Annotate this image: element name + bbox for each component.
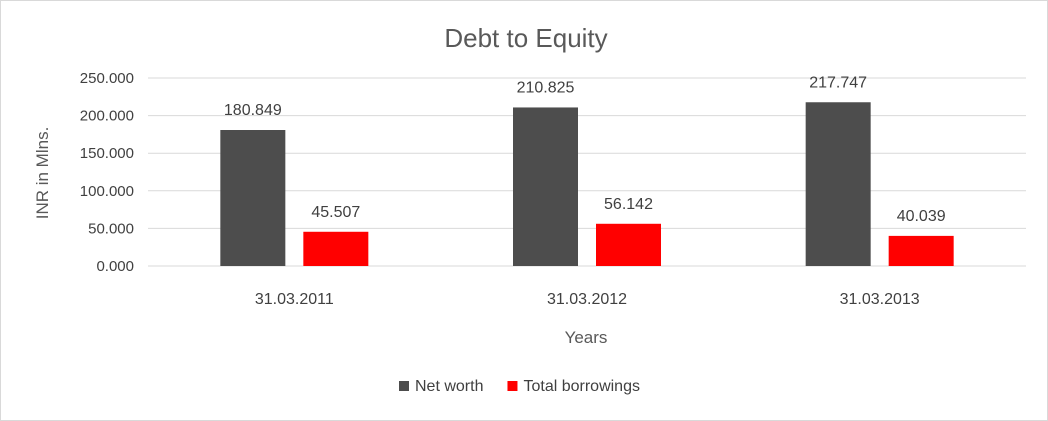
y-tick-label: 150.000: [80, 145, 134, 162]
legend: Net worth Total borrowings: [399, 378, 640, 395]
y-axis-label: INR in Mlns.: [33, 127, 52, 220]
bar: [888, 235, 954, 266]
x-category-label: 31.03.2011: [255, 291, 334, 308]
bar: [303, 231, 369, 266]
bar: [805, 102, 871, 266]
y-tick-label: 200.000: [80, 108, 134, 125]
x-category-label: 31.03.2013: [840, 291, 920, 308]
bar: [596, 223, 661, 266]
legend-swatch: [399, 381, 409, 391]
legend-label: Net worth: [415, 378, 483, 395]
data-label: 40.039: [897, 208, 946, 225]
y-tick-label: 250.000: [80, 70, 134, 87]
data-labels: 180.849 45.507 210.825 56.142 217.747 40.039: [224, 74, 946, 225]
data-label: 45.507: [311, 204, 360, 221]
y-axis-ticks: 0.000 50.000 100.000 150.000 200.000 250.000: [80, 70, 134, 275]
legend-label: Total borrowings: [523, 378, 640, 395]
data-label: 180.849: [224, 102, 282, 119]
bar: [220, 130, 286, 266]
data-label: 210.825: [517, 79, 575, 96]
data-label: 217.747: [809, 74, 867, 91]
y-tick-label: 0.000: [96, 258, 134, 275]
y-tick-label: 100.000: [80, 183, 134, 200]
x-axis-categories: 31.03.2011 31.03.2012 31.03.2013: [255, 291, 920, 308]
bars: [220, 102, 954, 267]
y-tick-label: 50.000: [88, 220, 134, 237]
data-label: 56.142: [604, 196, 653, 213]
legend-swatch: [507, 381, 518, 391]
x-category-label: 31.03.2012: [547, 291, 627, 308]
chart-title: Debt to Equity: [444, 23, 607, 53]
bar: [513, 107, 578, 267]
gridlines: [148, 77, 1026, 267]
x-axis-label: Years: [565, 328, 608, 347]
